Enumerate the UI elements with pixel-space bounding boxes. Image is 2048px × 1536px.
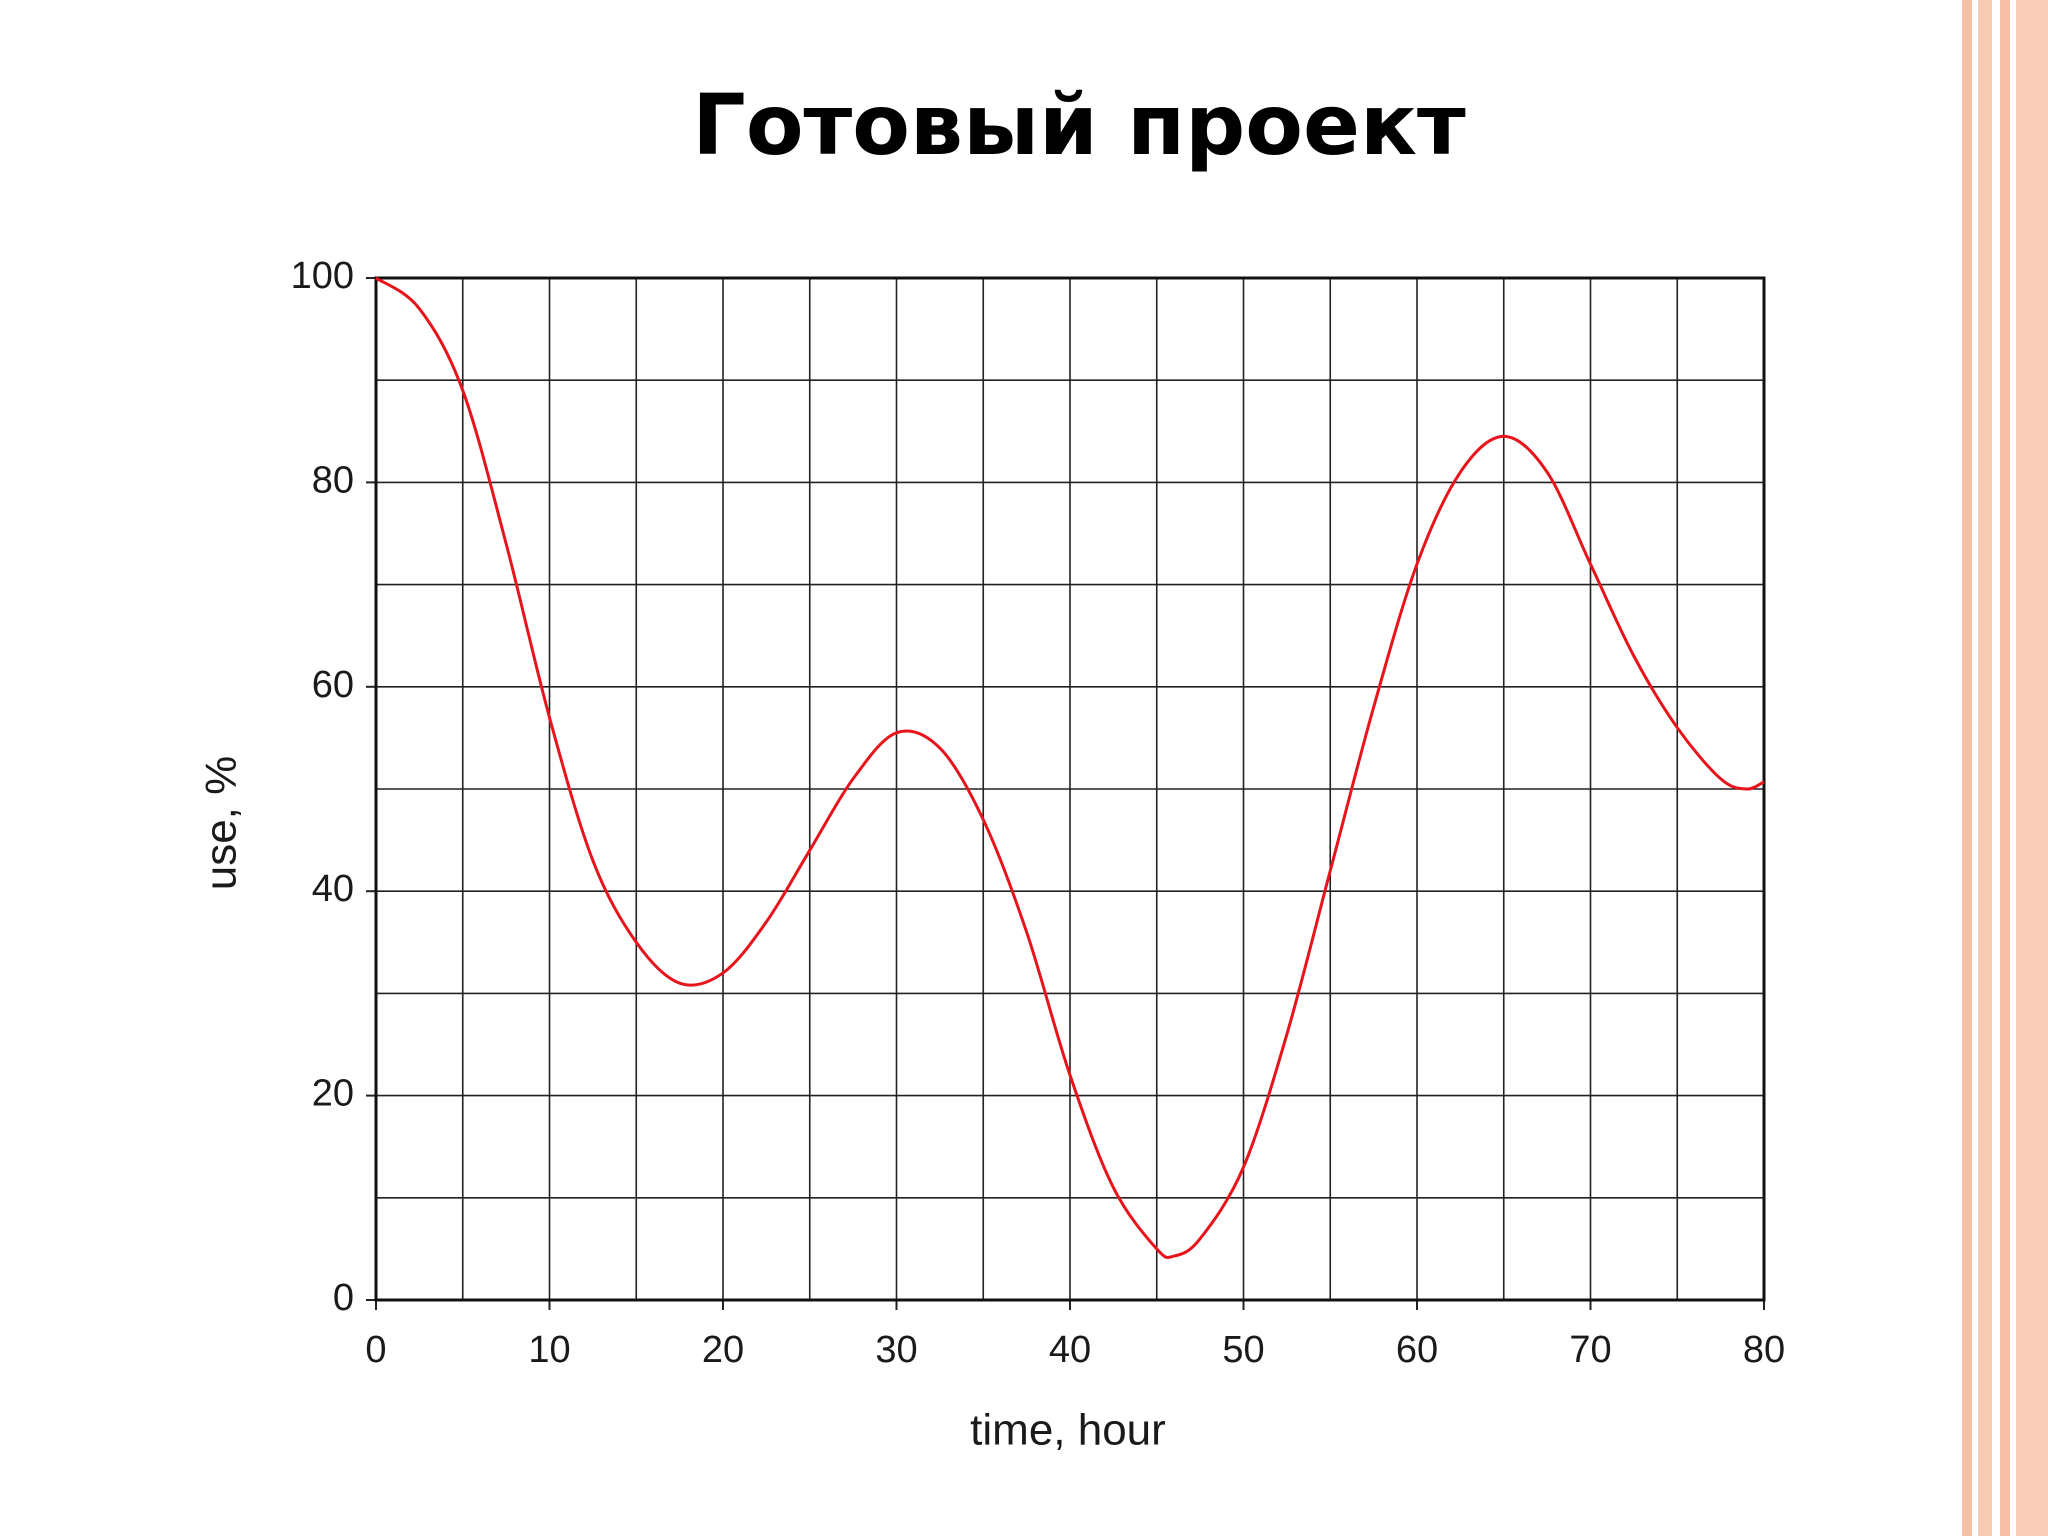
stripe (1962, 0, 1972, 1536)
x-tick-label: 10 (528, 1329, 570, 1371)
plot-frame (374, 276, 1766, 1302)
data-line (375, 276, 1765, 1260)
stripe (2000, 0, 2010, 1536)
stripe (2016, 0, 2048, 1536)
y-axis-label: use, % (197, 756, 246, 891)
x-tick-label: 30 (875, 1329, 917, 1371)
chart-title: Готовый проект (692, 76, 1466, 174)
x-tick-label: 50 (1222, 1329, 1264, 1371)
y-tick-label: 20 (312, 1073, 354, 1115)
x-tick-label: 60 (1396, 1329, 1438, 1371)
x-tick-label: 70 (1569, 1329, 1611, 1371)
y-tick-label: 80 (312, 459, 354, 501)
x-tick-label: 20 (702, 1329, 744, 1371)
x-tick-label: 80 (1743, 1329, 1785, 1371)
y-tick-label: 0 (333, 1277, 354, 1319)
y-tick-label: 60 (312, 664, 354, 706)
x-tick-label: 40 (1049, 1329, 1091, 1371)
x-tick-label: 0 (365, 1329, 386, 1371)
y-tick-label: 100 (291, 255, 354, 297)
stripe (1978, 0, 1992, 1536)
x-axis-label: time, hour (970, 1406, 1166, 1455)
y-tick-label: 40 (312, 868, 354, 910)
